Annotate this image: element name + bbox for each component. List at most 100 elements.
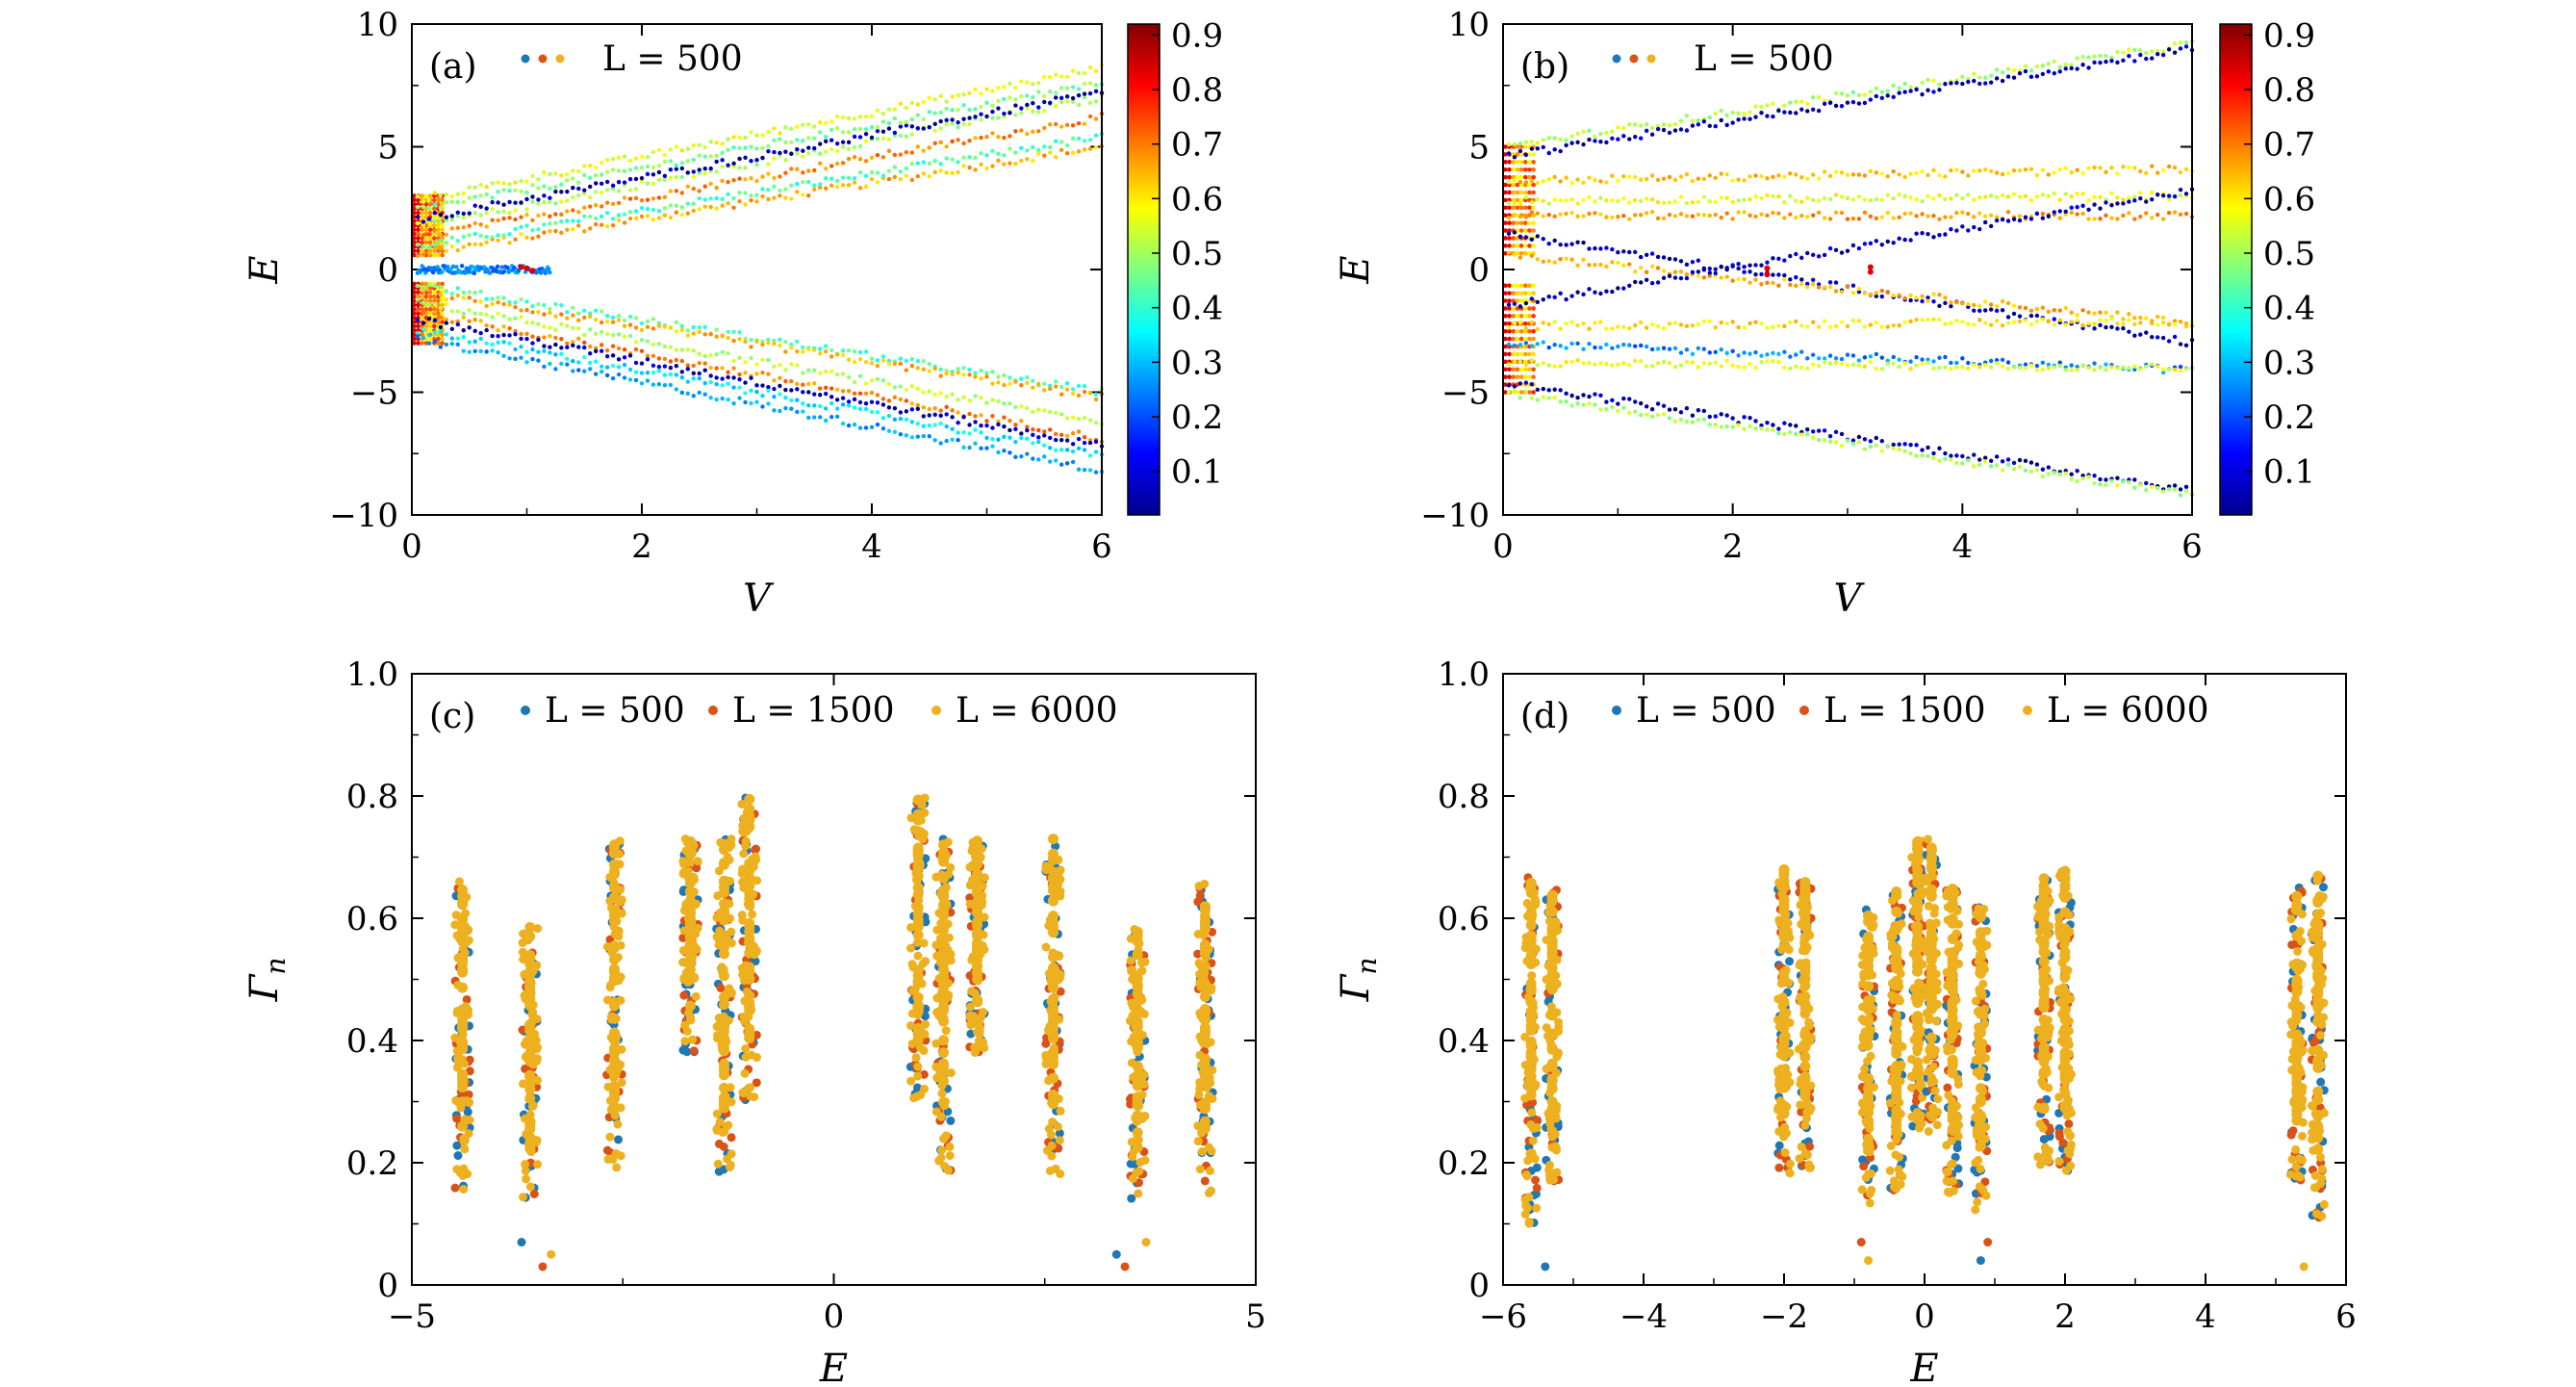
- point: [2011, 365, 2017, 370]
- point: [1850, 362, 1856, 368]
- point: [1506, 302, 1512, 307]
- point: [869, 114, 875, 118]
- point: [1604, 130, 1609, 136]
- point-v0: [1527, 190, 1532, 195]
- point-v0: [1507, 160, 1512, 165]
- point-dense: [457, 913, 469, 925]
- point: [1031, 100, 1035, 106]
- point: [938, 373, 943, 378]
- point: [467, 325, 472, 330]
- point-dense: [608, 1101, 620, 1113]
- point: [909, 124, 915, 129]
- point: [1839, 103, 1845, 109]
- point: [1627, 410, 1632, 416]
- point-v0: [1518, 283, 1524, 289]
- point: [1684, 323, 1690, 328]
- point: [2040, 64, 2046, 68]
- point: [1874, 86, 1879, 91]
- point-v0: [1518, 144, 1524, 149]
- point: [863, 127, 869, 132]
- point: [1765, 103, 1770, 108]
- point-v0: [1515, 160, 1520, 165]
- point: [967, 165, 972, 170]
- point: [1977, 226, 1982, 232]
- point: [1943, 456, 1948, 462]
- point: [2183, 44, 2189, 49]
- point: [2178, 212, 2183, 218]
- point-dense: [718, 1058, 729, 1069]
- point: [1839, 356, 1845, 362]
- point: [679, 327, 685, 333]
- point: [1002, 162, 1007, 167]
- point: [927, 424, 931, 428]
- point: [1564, 256, 1569, 262]
- point: [1013, 404, 1018, 410]
- point: [2000, 171, 2005, 177]
- point: [1902, 295, 1907, 301]
- point: [559, 312, 564, 317]
- point: [731, 366, 736, 371]
- point: [1966, 193, 1971, 197]
- point-v0: [1503, 144, 1508, 149]
- point: [1988, 307, 1994, 312]
- point: [548, 306, 552, 312]
- point: [2017, 167, 2023, 173]
- point: [426, 244, 432, 250]
- point-v0: [1507, 314, 1512, 319]
- point: [1581, 214, 1586, 218]
- point-v0: [1503, 298, 1508, 303]
- point: [720, 333, 725, 338]
- point: [2115, 310, 2120, 315]
- point: [1794, 424, 1798, 428]
- point: [1742, 265, 1747, 270]
- point: [1782, 103, 1787, 108]
- point: [1696, 346, 1701, 351]
- point: [1839, 431, 1845, 437]
- point: [1621, 173, 1626, 179]
- point: [869, 409, 875, 415]
- point-v0: [412, 290, 417, 295]
- point: [548, 171, 552, 177]
- point: [1994, 454, 2000, 459]
- point: [1972, 302, 1977, 308]
- point: [2178, 487, 2183, 492]
- point: [2132, 47, 2137, 53]
- point-v0: [1531, 390, 1536, 395]
- point: [1908, 211, 1913, 216]
- point: [599, 343, 604, 347]
- point: [1960, 74, 1965, 79]
- point: [455, 321, 460, 327]
- point-dense: [524, 958, 536, 969]
- point: [1908, 89, 1913, 93]
- point-2: [752, 876, 762, 886]
- point: [1765, 176, 1770, 181]
- point: [415, 297, 421, 302]
- point: [973, 414, 978, 419]
- point: [1983, 308, 1988, 313]
- point: [501, 332, 506, 338]
- point-dense: [912, 870, 924, 882]
- point: [1552, 320, 1557, 324]
- point: [1558, 137, 1563, 141]
- point: [938, 413, 943, 419]
- point: [571, 325, 575, 331]
- point: [2121, 58, 2126, 64]
- point: [1529, 320, 1535, 325]
- point-v0: [1503, 244, 1508, 248]
- point: [1025, 148, 1030, 153]
- point: [886, 381, 892, 387]
- point: [656, 195, 662, 200]
- point: [1874, 216, 1879, 220]
- point: [627, 167, 633, 172]
- point-1: [450, 1183, 460, 1193]
- point: [766, 188, 771, 193]
- point: [1827, 173, 1833, 179]
- point: [956, 410, 960, 415]
- point: [1087, 81, 1093, 86]
- point: [542, 344, 547, 348]
- point: [760, 155, 765, 161]
- point: [1765, 352, 1770, 357]
- point: [2172, 367, 2178, 372]
- point: [1523, 152, 1529, 158]
- point: [440, 270, 445, 274]
